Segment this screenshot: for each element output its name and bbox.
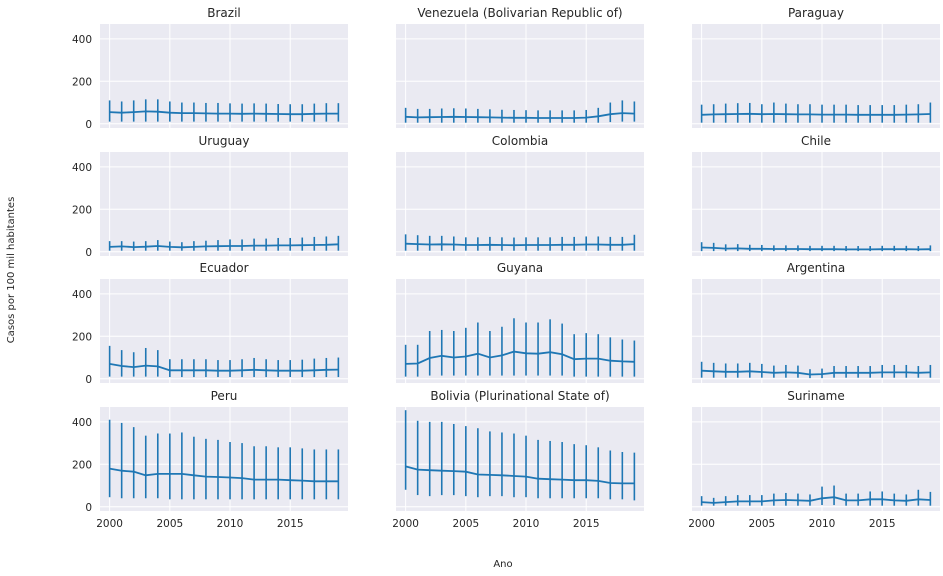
panel-title: Uruguay <box>199 134 250 148</box>
panel-title: Paraguay <box>788 6 844 20</box>
panel-title: Argentina <box>787 261 846 275</box>
panel-background <box>396 279 644 383</box>
x-tick-label: 2010 <box>217 518 244 530</box>
series-line <box>701 246 931 251</box>
x-tick-label: 2005 <box>156 518 183 530</box>
panel: Paraguay <box>692 6 940 128</box>
x-tick-label: 2015 <box>277 518 304 530</box>
panel: Bolivia (Plurinational State of) 2000 2005… <box>392 389 644 530</box>
series-line <box>109 243 339 249</box>
x-tick-label: 2015 <box>573 518 600 530</box>
panel-title: Guyana <box>497 261 543 275</box>
x-tick-label: 2005 <box>452 518 479 530</box>
y-tick-label: 200 <box>72 76 92 88</box>
series-line <box>405 465 635 485</box>
x-tick-label: 2010 <box>809 518 836 530</box>
y-tick-label: 200 <box>72 459 92 471</box>
series-line <box>701 112 931 116</box>
panel-title: Venezuela (Bolivarian Republic of) <box>417 6 622 20</box>
panel-background <box>396 152 644 256</box>
y-tick-label: 0 <box>85 119 92 131</box>
x-tick-label: 2015 <box>869 518 896 530</box>
panel: Peru 0 200 400 2000 2005 2010 2015 <box>72 389 348 530</box>
y-tick-label: 400 <box>72 34 92 46</box>
panel: Venezuela (Bolivarian Republic of) <box>396 6 644 128</box>
panel-background <box>396 407 644 511</box>
panel-background <box>692 24 940 128</box>
panel-title: Ecuador <box>199 261 248 275</box>
y-tick-label: 200 <box>72 204 92 216</box>
series-line <box>701 496 931 504</box>
panel-title: Peru <box>211 389 238 403</box>
panel: Chile <box>692 134 940 256</box>
panel-title: Suriname <box>787 389 845 403</box>
panel: Ecuador 0 200 400 <box>72 261 348 386</box>
panel-title: Brazil <box>207 6 241 20</box>
panel: Argentina <box>692 261 940 383</box>
panel: Colombia <box>396 134 644 256</box>
panels: Brazil 0 200 400 Venezuela (Bolivarian Repub… <box>72 6 940 530</box>
panel: Uruguay 0 200 400 <box>72 134 348 259</box>
series-line <box>701 369 931 376</box>
y-tick-label: 400 <box>72 289 92 301</box>
series-line <box>109 467 339 483</box>
series-line <box>405 112 635 119</box>
y-tick-label: 0 <box>85 502 92 514</box>
series-line <box>405 242 635 247</box>
panel-title: Colombia <box>492 134 548 148</box>
panel: Suriname 2000 2005 2010 2015 <box>688 389 940 530</box>
panel-background <box>100 152 348 256</box>
y-tick-label: 400 <box>72 162 92 174</box>
y-tick-label: 400 <box>72 417 92 429</box>
y-axis-label: Casos por 100 mil habitantes <box>6 197 17 344</box>
panel-background <box>692 407 940 511</box>
x-tick-label: 2000 <box>688 518 715 530</box>
x-tick-label: 2000 <box>96 518 123 530</box>
panel-background <box>100 24 348 128</box>
series-line <box>405 350 635 365</box>
panel-title: Chile <box>801 134 831 148</box>
panel-background <box>692 152 940 256</box>
x-axis-label: Ano <box>493 559 512 570</box>
series-line <box>109 363 339 372</box>
panel-background <box>692 279 940 383</box>
series-line <box>109 110 339 116</box>
x-tick-label: 2000 <box>392 518 419 530</box>
y-tick-label: 200 <box>72 331 92 343</box>
panel: Brazil 0 200 400 <box>72 6 348 131</box>
panel-background <box>396 24 644 128</box>
panel: Guyana <box>396 261 644 383</box>
y-tick-label: 0 <box>85 374 92 386</box>
x-tick-label: 2005 <box>748 518 775 530</box>
panel-background <box>100 407 348 511</box>
x-tick-label: 2010 <box>513 518 540 530</box>
y-tick-label: 0 <box>85 247 92 259</box>
panel-title: Bolivia (Plurinational State of) <box>430 389 609 403</box>
